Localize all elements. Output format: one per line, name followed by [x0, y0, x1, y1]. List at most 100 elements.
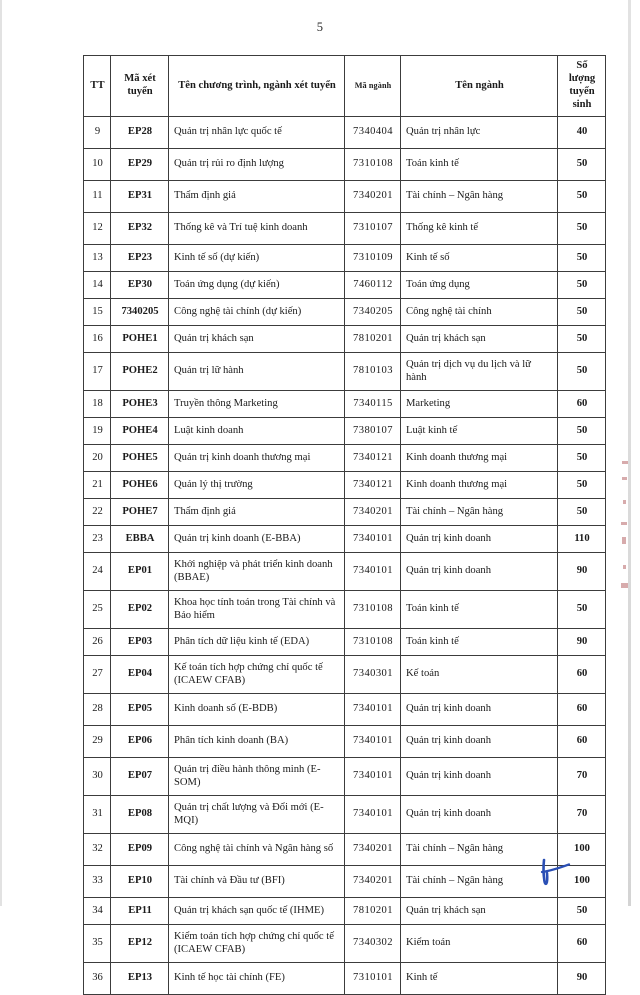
table-row: 24 EP01 Khởi nghiệp và phát triển kinh doa…: [83, 552, 606, 591]
table-row: 12 EP32 Thống kê và Trí tuệ kinh doanh 7310…: [83, 212, 606, 245]
quota-cell: 100: [557, 833, 606, 866]
program-name-cell: Truyền thông Marketing: [168, 390, 345, 418]
table-row: 25 EP02 Khoa học tính toán trong Tài chính…: [83, 590, 606, 629]
program-name-cell: Toán ứng dụng (dự kiến): [168, 271, 345, 299]
row-index-cell: 10: [83, 148, 111, 181]
table-row: 19 POHE4 Luật kinh doanh 7380107 Luật kinh t…: [83, 417, 606, 445]
row-index-cell: 32: [83, 833, 111, 866]
quota-cell: 60: [557, 390, 606, 418]
admission-code-cell: 7340205: [110, 298, 169, 326]
program-name-cell: Kế toán tích hợp chứng chỉ quốc tế (ICAE…: [168, 655, 345, 694]
scan-edge-left: [0, 0, 2, 906]
scan-artifact: [622, 537, 626, 544]
program-name-cell: Công nghệ tài chính và Ngân hàng số: [168, 833, 345, 866]
row-index-cell: 13: [83, 244, 111, 272]
major-code-cell: 7340201: [344, 180, 401, 213]
admission-code-cell: EP07: [110, 757, 169, 796]
row-index-cell: 19: [83, 417, 111, 445]
major-code-cell: 7340101: [344, 552, 401, 591]
quota-cell: 100: [557, 865, 606, 898]
major-code-cell: 7310108: [344, 590, 401, 629]
major-code-cell: 7810103: [344, 352, 401, 391]
program-name-cell: Quản trị rủi ro định lượng: [168, 148, 345, 181]
major-code-cell: 7340101: [344, 725, 401, 758]
major-name-cell: Quản trị nhân lực: [400, 116, 558, 149]
major-code-cell: 7380107: [344, 417, 401, 445]
major-code-cell: 7310101: [344, 962, 401, 995]
column-header-major-code: Mã ngành: [344, 55, 401, 117]
major-name-cell: Kinh tế: [400, 962, 558, 995]
admission-code-cell: EP23: [110, 244, 169, 272]
major-name-cell: Tài chính – Ngân hàng: [400, 498, 558, 526]
major-name-cell: Quản trị khách sạn: [400, 325, 558, 353]
table-row: 31 EP08 Quản trị chất lượng và Đổi mới (E-…: [83, 795, 606, 834]
row-index-cell: 12: [83, 212, 111, 245]
major-code-cell: 7460112: [344, 271, 401, 299]
quota-cell: 110: [557, 525, 606, 553]
row-index-cell: 15: [83, 298, 111, 326]
row-index-cell: 14: [83, 271, 111, 299]
program-name-cell: Phân tích kinh doanh (BA): [168, 725, 345, 758]
admission-code-cell: EP12: [110, 924, 169, 963]
major-name-cell: Luật kinh tế: [400, 417, 558, 445]
program-name-cell: Quản trị lữ hành: [168, 352, 345, 391]
admission-code-cell: POHE5: [110, 444, 169, 472]
quota-cell: 50: [557, 498, 606, 526]
column-header-tt: TT: [83, 55, 111, 117]
quota-cell: 60: [557, 693, 606, 726]
scan-artifact: [622, 477, 627, 480]
row-index-cell: 29: [83, 725, 111, 758]
quota-cell: 60: [557, 725, 606, 758]
major-name-cell: Toán ứng dụng: [400, 271, 558, 299]
admission-code-cell: POHE1: [110, 325, 169, 353]
column-header-major-name: Tên ngành: [400, 55, 558, 117]
row-index-cell: 26: [83, 628, 111, 656]
quota-cell: 50: [557, 417, 606, 445]
program-name-cell: Kinh tế số (dự kiến): [168, 244, 345, 272]
major-code-cell: 7810201: [344, 897, 401, 925]
row-index-cell: 25: [83, 590, 111, 629]
major-name-cell: Kinh doanh thương mại: [400, 471, 558, 499]
major-code-cell: 7340121: [344, 471, 401, 499]
program-name-cell: Quản trị điều hành thông minh (E-SOM): [168, 757, 345, 796]
admission-code-cell: EP28: [110, 116, 169, 149]
program-name-cell: Kiểm toán tích hợp chứng chỉ quốc tế (IC…: [168, 924, 345, 963]
quota-cell: 70: [557, 795, 606, 834]
admission-code-cell: EP08: [110, 795, 169, 834]
admission-code-cell: EP29: [110, 148, 169, 181]
column-header-code: Mã xét tuyển: [110, 55, 169, 117]
program-name-cell: Phân tích dữ liệu kinh tế (EDA): [168, 628, 345, 656]
major-name-cell: Quản trị kinh doanh: [400, 757, 558, 796]
admission-table: TT Mã xét tuyển Tên chương trình, ngành …: [83, 55, 606, 995]
major-code-cell: 7310108: [344, 148, 401, 181]
quota-cell: 50: [557, 352, 606, 391]
major-name-cell: Toán kinh tế: [400, 590, 558, 629]
major-name-cell: Quản trị dịch vụ du lịch và lữ hành: [400, 352, 558, 391]
major-name-cell: Quản trị kinh doanh: [400, 693, 558, 726]
table-row: 9 EP28 Quản trị nhân lực quốc tế 7340404 Quả…: [83, 116, 606, 149]
table-header: TT Mã xét tuyển Tên chương trình, ngành …: [83, 55, 606, 117]
admission-code-cell: EP09: [110, 833, 169, 866]
table-row: 28 EP05 Kinh doanh số (E-BDB) 7340101 Quản t…: [83, 693, 606, 726]
scan-artifact: [622, 461, 628, 464]
major-code-cell: 7810201: [344, 325, 401, 353]
major-name-cell: Kinh tế số: [400, 244, 558, 272]
table-row: 16 POHE1 Quản trị khách sạn 7810201 Quản trị…: [83, 325, 606, 353]
table-row: 15 7340205 Công nghệ tài chính (dự kiến) 73…: [83, 298, 606, 326]
table-row: 26 EP03 Phân tích dữ liệu kinh tế (EDA) 731…: [83, 628, 606, 656]
admission-code-cell: EBBA: [110, 525, 169, 553]
table-row: 30 EP07 Quản trị điều hành thông minh (E-S…: [83, 757, 606, 796]
quota-cell: 50: [557, 444, 606, 472]
table-row: 36 EP13 Kinh tế học tài chính (FE) 7310101 K…: [83, 962, 606, 995]
admission-code-cell: POHE6: [110, 471, 169, 499]
row-index-cell: 35: [83, 924, 111, 963]
table-row: 20 POHE5 Quản trị kinh doanh thương mại 734…: [83, 444, 606, 472]
major-name-cell: Thống kê kinh tế: [400, 212, 558, 245]
table-body: 9 EP28 Quản trị nhân lực quốc tế 7340404 Quả…: [83, 116, 606, 995]
table-row: 18 POHE3 Truyền thông Marketing 7340115 Mark…: [83, 390, 606, 418]
quota-cell: 90: [557, 552, 606, 591]
major-code-cell: 7340205: [344, 298, 401, 326]
major-code-cell: 7340101: [344, 795, 401, 834]
quota-cell: 70: [557, 757, 606, 796]
program-name-cell: Quản trị khách sạn: [168, 325, 345, 353]
